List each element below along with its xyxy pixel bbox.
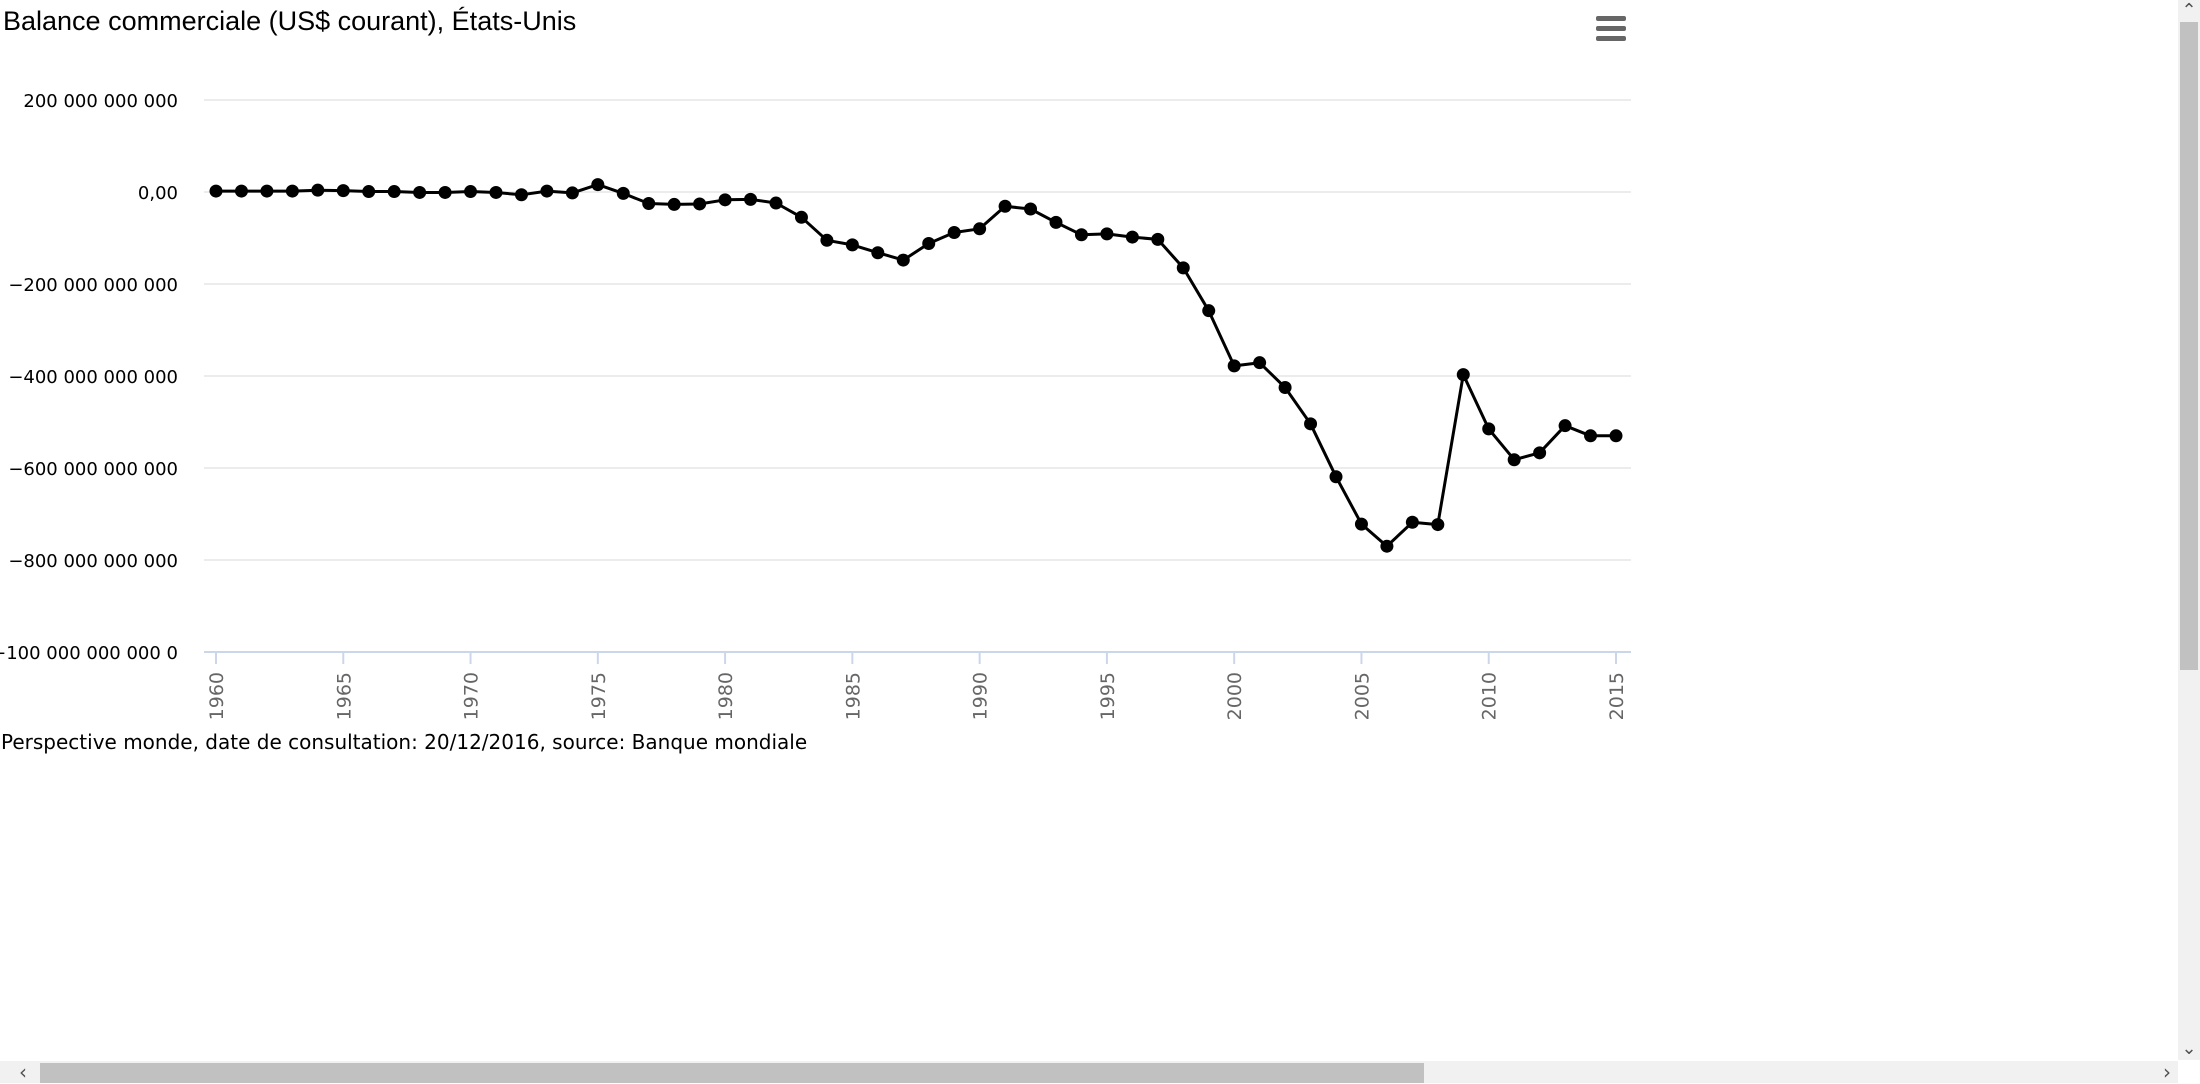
data-point[interactable] xyxy=(769,196,783,210)
y-tick-label: −100 000 000 000 0 xyxy=(0,643,178,664)
x-tick-label: 2000 xyxy=(1224,672,1246,720)
data-point[interactable] xyxy=(871,246,885,260)
x-tick-label: 2015 xyxy=(1606,672,1628,720)
data-point[interactable] xyxy=(1049,215,1063,229)
scroll-left-arrow-icon[interactable]: ‹ xyxy=(19,1060,27,1084)
data-point[interactable] xyxy=(973,222,987,236)
data-point[interactable] xyxy=(387,185,401,199)
data-point[interactable] xyxy=(438,185,452,199)
data-point[interactable] xyxy=(1304,417,1318,431)
data-point[interactable] xyxy=(1074,228,1088,242)
data-point[interactable] xyxy=(565,186,579,200)
data-point[interactable] xyxy=(336,184,350,198)
line-chart: 200 000 000 000 0,00 −200 000 000 000 −400 … xyxy=(0,91,1631,720)
data-point[interactable] xyxy=(616,186,630,200)
x-tick-label: 1980 xyxy=(715,672,737,720)
vertical-scroll-thumb[interactable] xyxy=(2180,22,2198,670)
data-point[interactable] xyxy=(1584,429,1598,443)
x-tick-label: 1995 xyxy=(1097,672,1119,720)
data-point[interactable] xyxy=(744,192,758,206)
horizontal-scrollbar[interactable]: ‹ › xyxy=(0,1061,2178,1083)
x-tick-label: 1990 xyxy=(970,672,992,720)
data-point[interactable] xyxy=(1329,470,1343,484)
y-tick-label: −800 000 000 000 xyxy=(8,551,178,572)
data-point[interactable] xyxy=(1151,232,1165,246)
data-point[interactable] xyxy=(285,184,299,198)
data-point[interactable] xyxy=(1100,227,1114,241)
data-point[interactable] xyxy=(514,188,528,202)
data-point[interactable] xyxy=(1278,381,1292,394)
data-point[interactable] xyxy=(1431,518,1445,532)
x-tick-label: 1960 xyxy=(206,672,228,720)
hamburger-menu-icon xyxy=(1596,16,1626,21)
series-line xyxy=(216,183,1616,548)
x-tick-label: 1975 xyxy=(588,672,610,720)
data-point[interactable] xyxy=(234,184,248,198)
y-tick-label: −200 000 000 000 xyxy=(8,275,178,296)
scroll-up-arrow-icon[interactable]: ⌃ xyxy=(2181,0,2197,21)
data-point[interactable] xyxy=(1558,419,1572,433)
data-point[interactable] xyxy=(794,210,808,224)
scroll-down-arrow-icon[interactable]: ⌄ xyxy=(2181,1038,2197,1059)
data-point[interactable] xyxy=(1354,517,1368,531)
chart-title: Balance commerciale (US$ courant), États… xyxy=(3,6,577,36)
vertical-scrollbar[interactable]: ⌃ ⌄ xyxy=(2178,0,2200,1060)
y-tick-label: 200 000 000 000 xyxy=(23,91,178,112)
y-axis: 200 000 000 000 0,00 −200 000 000 000 −400 … xyxy=(0,91,178,664)
data-point[interactable] xyxy=(1380,539,1394,553)
data-point[interactable] xyxy=(1456,368,1470,382)
data-point[interactable] xyxy=(947,225,961,239)
data-point[interactable] xyxy=(820,233,834,247)
data-point[interactable] xyxy=(896,253,910,267)
data-point[interactable] xyxy=(1533,446,1547,460)
data-point[interactable] xyxy=(260,184,274,198)
data-point[interactable] xyxy=(1405,515,1419,529)
data-point[interactable] xyxy=(209,184,223,198)
data-point[interactable] xyxy=(1253,356,1267,370)
y-tick-label: −400 000 000 000 xyxy=(8,367,178,388)
data-point[interactable] xyxy=(362,185,376,199)
grid-lines xyxy=(204,99,1631,561)
y-tick-label: −600 000 000 000 xyxy=(8,459,178,480)
data-point[interactable] xyxy=(1202,304,1216,318)
data-point[interactable] xyxy=(693,197,707,211)
data-point[interactable] xyxy=(998,199,1012,213)
data-point[interactable] xyxy=(642,197,656,210)
data-point[interactable] xyxy=(1609,429,1623,443)
series-trade-balance xyxy=(209,178,1623,553)
data-point[interactable] xyxy=(1507,453,1521,467)
x-tick-label: 1965 xyxy=(333,672,355,720)
chart-credits: Perspective monde, date de consultation:… xyxy=(1,730,808,754)
x-tick-label: 2005 xyxy=(1351,672,1373,720)
data-point[interactable] xyxy=(667,197,681,211)
x-tick-label: 1985 xyxy=(842,672,864,720)
data-point[interactable] xyxy=(1176,261,1190,275)
data-point[interactable] xyxy=(311,183,325,197)
y-tick-label: 0,00 xyxy=(138,183,178,204)
x-tick-label: 1970 xyxy=(461,672,483,720)
data-point[interactable] xyxy=(464,185,478,199)
x-axis: 1960 1965 1970 1975 1980 1985 1990 1995 2000 2005… xyxy=(204,651,1631,720)
chart-context-menu-button[interactable] xyxy=(1594,14,1628,44)
x-tick-label: 2010 xyxy=(1479,672,1501,720)
horizontal-scroll-thumb[interactable] xyxy=(40,1063,1424,1083)
data-point[interactable] xyxy=(489,185,503,199)
data-point[interactable] xyxy=(540,184,554,198)
data-point[interactable] xyxy=(591,178,605,192)
data-point[interactable] xyxy=(1125,230,1139,244)
data-point[interactable] xyxy=(845,238,859,252)
data-point[interactable] xyxy=(1024,202,1038,216)
scroll-right-arrow-icon[interactable]: › xyxy=(2163,1060,2171,1084)
data-point[interactable] xyxy=(922,237,936,251)
data-point[interactable] xyxy=(1227,359,1241,373)
data-point[interactable] xyxy=(1482,422,1496,436)
data-point[interactable] xyxy=(718,193,732,207)
data-point[interactable] xyxy=(413,185,427,199)
